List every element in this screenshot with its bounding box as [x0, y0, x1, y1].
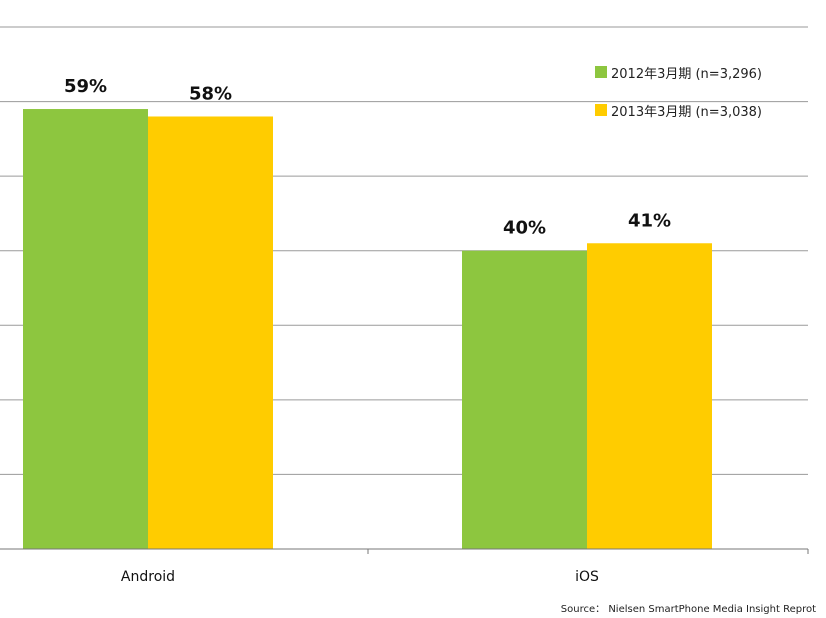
data-label: 58% — [189, 83, 232, 104]
bars — [23, 109, 712, 550]
bar-android-1 — [148, 116, 273, 549]
legend: 2012年3月期 (n=3,296) 2013年3月期 (n=3,038) — [595, 62, 762, 138]
legend-swatch-2012 — [595, 66, 607, 78]
legend-label-2013: 2013年3月期 (n=3,038) — [611, 104, 762, 120]
data-label: 40% — [503, 218, 546, 239]
x-tick-label: iOS — [575, 569, 599, 585]
data-label: 41% — [628, 210, 671, 231]
bar-android-0 — [23, 109, 148, 550]
x-tick-label: Android — [121, 569, 175, 585]
bar-ios-0 — [462, 250, 587, 549]
legend-swatch-2013 — [595, 104, 607, 116]
legend-item-2013: 2013年3月期 (n=3,038) — [595, 100, 762, 120]
legend-label-2012: 2012年3月期 (n=3,296) — [611, 66, 762, 82]
data-labels: 59% 58% 40% 41% — [64, 76, 671, 239]
source-note: Source： Nielsen SmartPhone Media Insight… — [560, 604, 816, 615]
legend-item-2012: 2012年3月期 (n=3,296) — [595, 62, 762, 82]
x-axis: Android iOS — [0, 548, 809, 585]
data-label: 59% — [64, 76, 107, 97]
bar-ios-1 — [587, 243, 712, 549]
